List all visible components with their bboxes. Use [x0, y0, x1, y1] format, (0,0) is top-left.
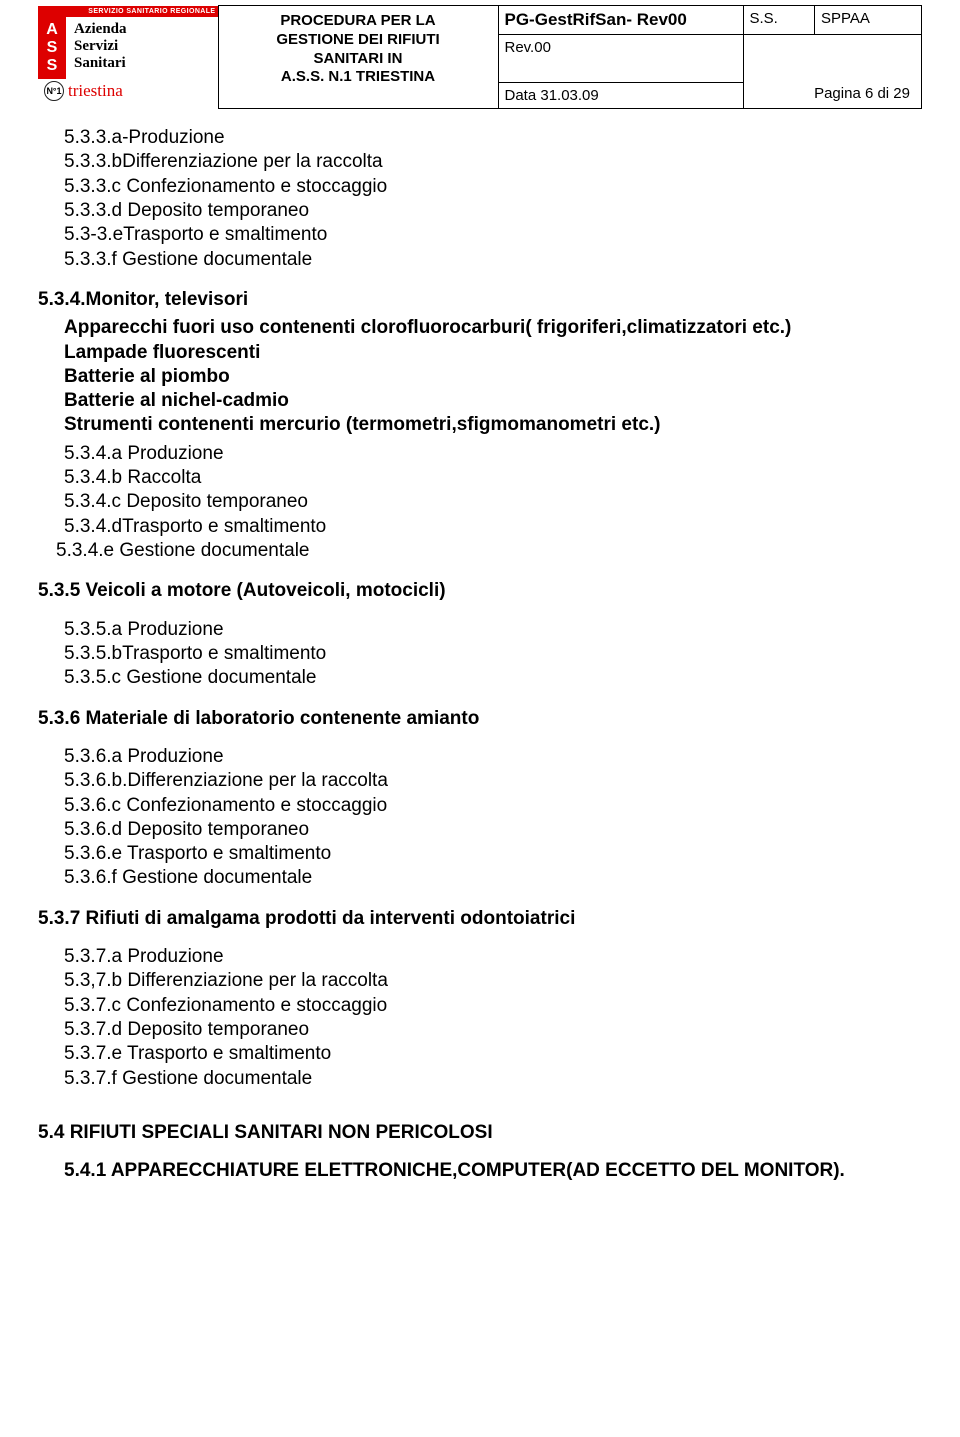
- section-5-4-head: 5.4 RIFIUTI SPECIALI SANITARI NON PERICO…: [38, 1121, 922, 1145]
- section-5-3-7-items: 5.3.7.a Produzione 5.3,7.b Differenziazi…: [64, 945, 922, 1091]
- logo-cell: SERVIZIO SANITARIO REGIONALE A S S Azien…: [38, 6, 218, 109]
- sppaa-cell: SPPAA: [814, 6, 921, 35]
- section-5-3-5-head: 5.3.5 Veicoli a motore (Autoveicoli, mot…: [38, 579, 922, 603]
- section-5-4-1: 5.4.1 APPARECCHIATURE ELETTRONICHE,COMPU…: [64, 1159, 922, 1183]
- logo-strip: SERVIZIO SANITARIO REGIONALE: [38, 6, 218, 17]
- section-5-3-4-items: 5.3.4.a Produzione 5.3.4.b Raccolta 5.3.…: [64, 442, 922, 564]
- section-5-3-7-head: 5.3.7 Rifiuti di amalgama prodotti da in…: [38, 907, 922, 931]
- section-5-3-3-items: 5.3.3.a-Produzione 5.3.3.bDifferenziazio…: [64, 126, 922, 272]
- logo-bottom: N°1 triestina: [38, 79, 218, 101]
- section-5-3-6-head: 5.3.6 Materiale di laboratorio contenent…: [38, 707, 922, 731]
- content-body: 5.3.3.a-Produzione 5.3.3.bDifferenziazio…: [38, 126, 922, 1184]
- page: SERVIZIO SANITARIO REGIONALE A S S Azien…: [0, 0, 960, 1204]
- rev-cell: Rev.00: [498, 35, 743, 83]
- doc-id-cell: PG-GestRifSan- Rev00: [498, 6, 743, 35]
- section-5-3-6-items: 5.3.6.a Produzione 5.3.6.b.Differenziazi…: [64, 745, 922, 891]
- logo-text: Azienda Servizi Sanitari: [66, 17, 218, 79]
- logo-letters: A S S: [38, 17, 66, 79]
- section-5-3-4-desc: Apparecchi fuori uso contenenti cloroflu…: [64, 316, 922, 438]
- logo: SERVIZIO SANITARIO REGIONALE A S S Azien…: [38, 6, 218, 101]
- section-5-3-5-items: 5.3.5.a Produzione 5.3.5.bTrasporto e sm…: [64, 618, 922, 691]
- logo-triestina: triestina: [68, 81, 123, 101]
- ss-cell: S.S.: [743, 6, 814, 35]
- section-5-3-4-head: 5.3.4.Monitor, televisori: [38, 288, 922, 312]
- badge-icon: N°1: [44, 81, 64, 101]
